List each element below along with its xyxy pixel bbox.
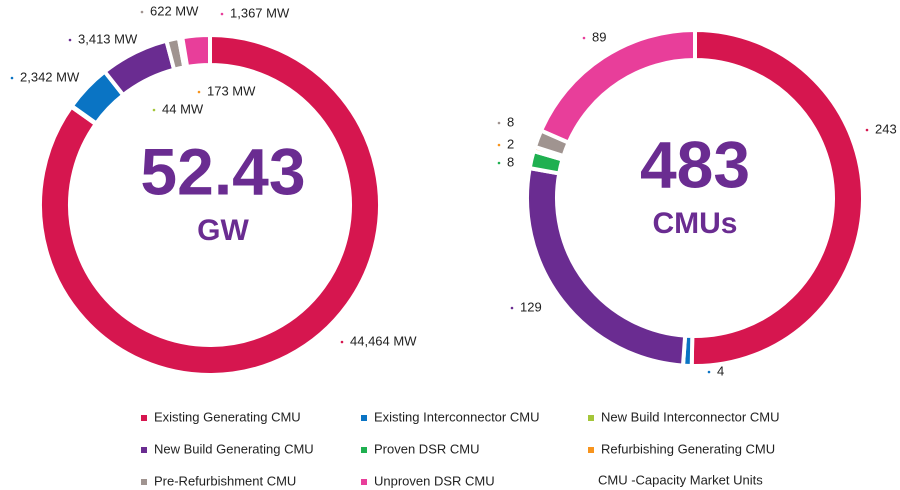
label-dot <box>582 36 586 40</box>
legend-label: New Build Generating CMU <box>154 441 314 456</box>
legend-label: Existing Interconnector CMU <box>374 409 539 424</box>
donut-slice <box>538 27 697 146</box>
label-dot <box>497 121 501 125</box>
legend-swatch <box>361 415 367 421</box>
label-dot <box>865 128 869 132</box>
label-dot <box>510 306 514 310</box>
value-label: 44,464 MW <box>350 333 417 348</box>
donut-slice <box>689 27 865 368</box>
center-unit: CMUs <box>652 207 737 240</box>
value-label: 4 <box>717 363 724 378</box>
legend-label: Existing Generating CMU <box>154 409 301 424</box>
label-dot <box>497 161 501 165</box>
value-label: 173 MW <box>207 83 256 98</box>
legend-swatch <box>361 479 367 485</box>
value-label: 2 <box>507 136 514 151</box>
value-label: 44 MW <box>162 101 204 116</box>
donut-slice <box>38 32 382 377</box>
label-dot <box>497 143 501 147</box>
label-dot <box>340 340 344 344</box>
center-value: 52.43 <box>140 134 305 208</box>
value-label: 2,342 MW <box>20 69 80 84</box>
label-dot <box>707 370 711 374</box>
legend-label: Pre-Refurbishment CMU <box>154 473 296 488</box>
value-label: 8 <box>507 154 514 169</box>
legend-swatch <box>588 447 594 453</box>
donut-slice <box>179 32 212 70</box>
center-unit: GW <box>197 214 249 247</box>
value-label: 8 <box>507 114 514 129</box>
legend-swatch <box>141 447 147 453</box>
label-dot <box>10 76 14 80</box>
legend-swatch <box>588 415 594 421</box>
value-label: 129 <box>520 299 542 314</box>
center-value: 483 <box>640 127 750 201</box>
value-label: 3,413 MW <box>78 31 138 46</box>
donut-slice <box>101 38 177 98</box>
legend-swatch <box>141 415 147 421</box>
label-dot <box>140 10 144 14</box>
legend-swatch <box>361 447 367 453</box>
legend-label: Proven DSR CMU <box>374 441 479 456</box>
value-label: 89 <box>592 29 606 44</box>
value-label: 1,367 MW <box>230 5 290 20</box>
legend-label: New Build Interconnector CMU <box>601 409 779 424</box>
label-dot <box>68 38 72 42</box>
value-label: 243 <box>875 121 897 136</box>
value-label: 622 MW <box>150 3 199 18</box>
label-dot <box>220 12 224 16</box>
footnote: CMU -Capacity Market Units <box>598 472 763 487</box>
legend-swatch <box>141 479 147 485</box>
legend-label: Unproven DSR CMU <box>374 473 495 488</box>
label-dot <box>197 90 201 94</box>
legend-label: Refurbishing Generating CMU <box>601 441 775 456</box>
label-dot <box>152 108 156 112</box>
